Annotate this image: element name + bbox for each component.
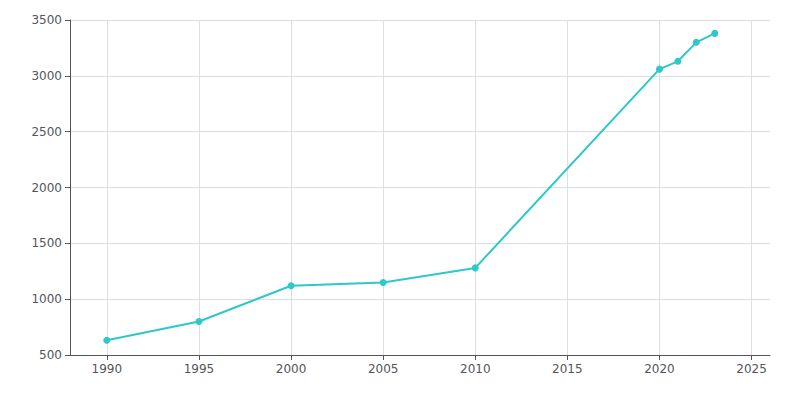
svg-text:2000: 2000 [276, 362, 307, 376]
svg-text:2010: 2010 [460, 362, 491, 376]
svg-text:2020: 2020 [644, 362, 675, 376]
svg-text:3500: 3500 [31, 13, 62, 27]
svg-text:2015: 2015 [552, 362, 583, 376]
svg-text:500: 500 [39, 348, 62, 362]
svg-text:2005: 2005 [368, 362, 399, 376]
svg-text:1995: 1995 [184, 362, 215, 376]
svg-text:3000: 3000 [31, 69, 62, 83]
svg-text:1990: 1990 [92, 362, 123, 376]
svg-text:1500: 1500 [31, 236, 62, 250]
svg-text:2000: 2000 [31, 181, 62, 195]
svg-text:1000: 1000 [31, 292, 62, 306]
svg-text:2025: 2025 [736, 362, 767, 376]
svg-text:2500: 2500 [31, 125, 62, 139]
